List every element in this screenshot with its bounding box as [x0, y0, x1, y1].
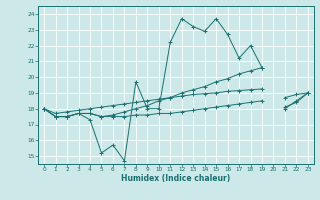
X-axis label: Humidex (Indice chaleur): Humidex (Indice chaleur) [121, 174, 231, 183]
